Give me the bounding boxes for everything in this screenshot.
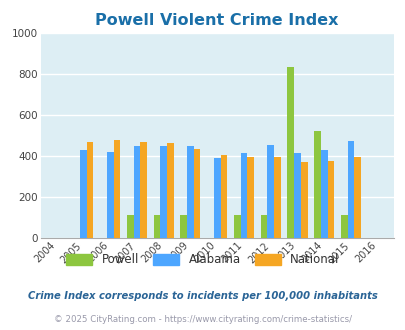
Bar xyxy=(320,149,327,238)
Bar xyxy=(87,143,93,238)
Bar xyxy=(233,215,240,238)
Bar xyxy=(267,145,273,238)
Bar xyxy=(133,146,140,238)
Bar xyxy=(153,215,160,238)
Bar xyxy=(107,152,113,238)
Bar xyxy=(127,215,133,238)
Bar xyxy=(273,157,280,238)
Bar xyxy=(313,131,320,238)
Bar xyxy=(187,146,193,238)
Bar xyxy=(340,215,347,238)
Bar xyxy=(260,215,267,238)
Bar xyxy=(347,142,354,238)
Bar xyxy=(300,162,307,238)
Bar xyxy=(193,149,200,238)
Bar xyxy=(287,67,293,238)
Bar xyxy=(113,141,120,238)
Bar xyxy=(160,146,166,238)
Bar xyxy=(220,155,227,238)
Title: Powell Violent Crime Index: Powell Violent Crime Index xyxy=(95,13,338,28)
Bar xyxy=(80,149,87,238)
Bar xyxy=(213,158,220,238)
Text: © 2025 CityRating.com - https://www.cityrating.com/crime-statistics/: © 2025 CityRating.com - https://www.city… xyxy=(54,315,351,324)
Text: Crime Index corresponds to incidents per 100,000 inhabitants: Crime Index corresponds to incidents per… xyxy=(28,291,377,301)
Bar xyxy=(327,161,333,238)
Bar xyxy=(293,153,300,238)
Legend: Powell, Alabama, National: Powell, Alabama, National xyxy=(66,253,339,266)
Bar xyxy=(240,153,247,238)
Bar xyxy=(247,157,254,238)
Bar xyxy=(140,143,147,238)
Bar xyxy=(180,215,187,238)
Bar xyxy=(166,144,173,238)
Bar xyxy=(354,157,360,238)
